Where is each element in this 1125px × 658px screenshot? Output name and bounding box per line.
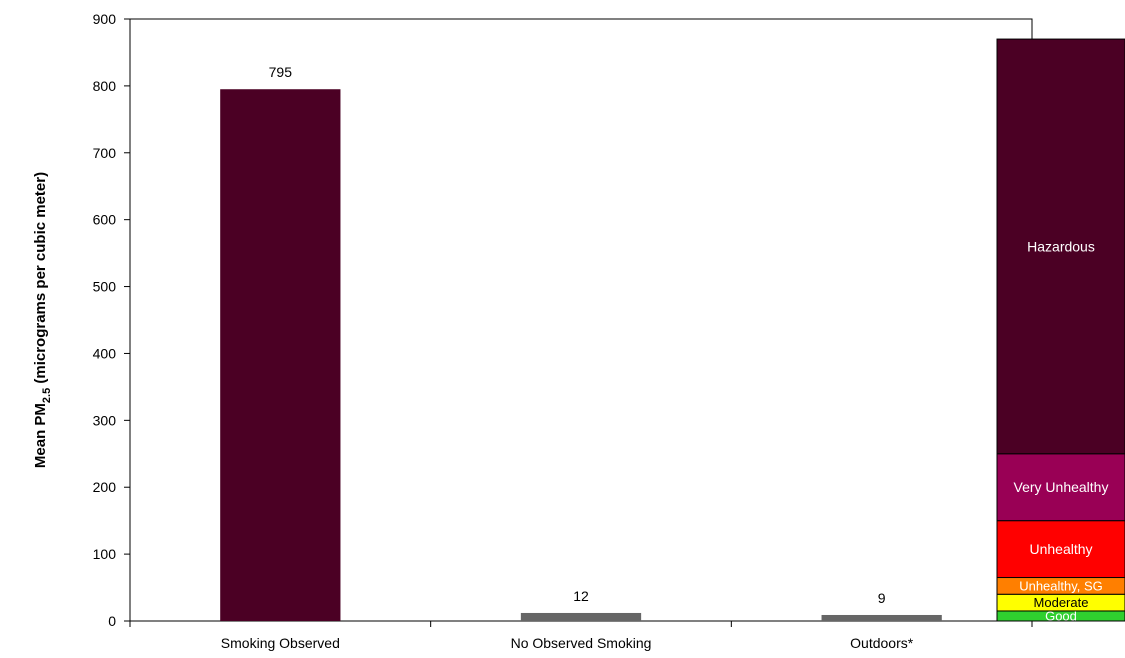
bar-data-label: 795 [269, 64, 293, 80]
y-tick-label: 800 [93, 78, 117, 94]
aqi-band-label: Very Unhealthy [1014, 479, 1109, 495]
bar-data-label: 9 [878, 590, 886, 606]
y-tick-label: 900 [93, 11, 117, 27]
y-axis-title-units: (micrograms per cubic meter) [32, 172, 49, 388]
y-axis: 0 100 200 300 400 500 600 700 800 900 [93, 11, 130, 629]
y-axis-title-subscript: 2.5 [41, 388, 53, 403]
aqi-band-label: Unhealthy, SG [1019, 578, 1103, 593]
x-tick-label: Smoking Observed [221, 635, 340, 651]
data-labels-group: 795 12 9 [269, 64, 886, 606]
bar-data-label: 12 [573, 588, 589, 604]
aqi-band-label: Hazardous [1027, 238, 1095, 254]
bar [822, 615, 942, 621]
y-tick-label: 600 [93, 212, 117, 228]
y-tick-label: 500 [93, 279, 117, 295]
y-tick-label: 0 [108, 613, 116, 629]
aqi-band-label: Unhealthy [1029, 541, 1092, 557]
bar [521, 613, 641, 621]
x-tick-label: Outdoors* [850, 635, 914, 651]
y-axis-title: Mean PM2.5 (micrograms per cubic meter) [32, 172, 53, 468]
y-axis-title-main: Mean PM [32, 403, 49, 468]
x-axis: Smoking Observed No Observed Smoking Outdo… [130, 621, 1032, 651]
x-tick-label: No Observed Smoking [511, 635, 652, 651]
y-tick-label: 100 [93, 546, 117, 562]
bars-group [220, 89, 942, 621]
y-tick-label: 300 [93, 412, 117, 428]
bar [220, 89, 340, 621]
aqi-band-label: Moderate [1034, 595, 1089, 610]
y-tick-label: 700 [93, 145, 117, 161]
y-tick-label: 400 [93, 345, 117, 361]
y-tick-label: 200 [93, 479, 117, 495]
